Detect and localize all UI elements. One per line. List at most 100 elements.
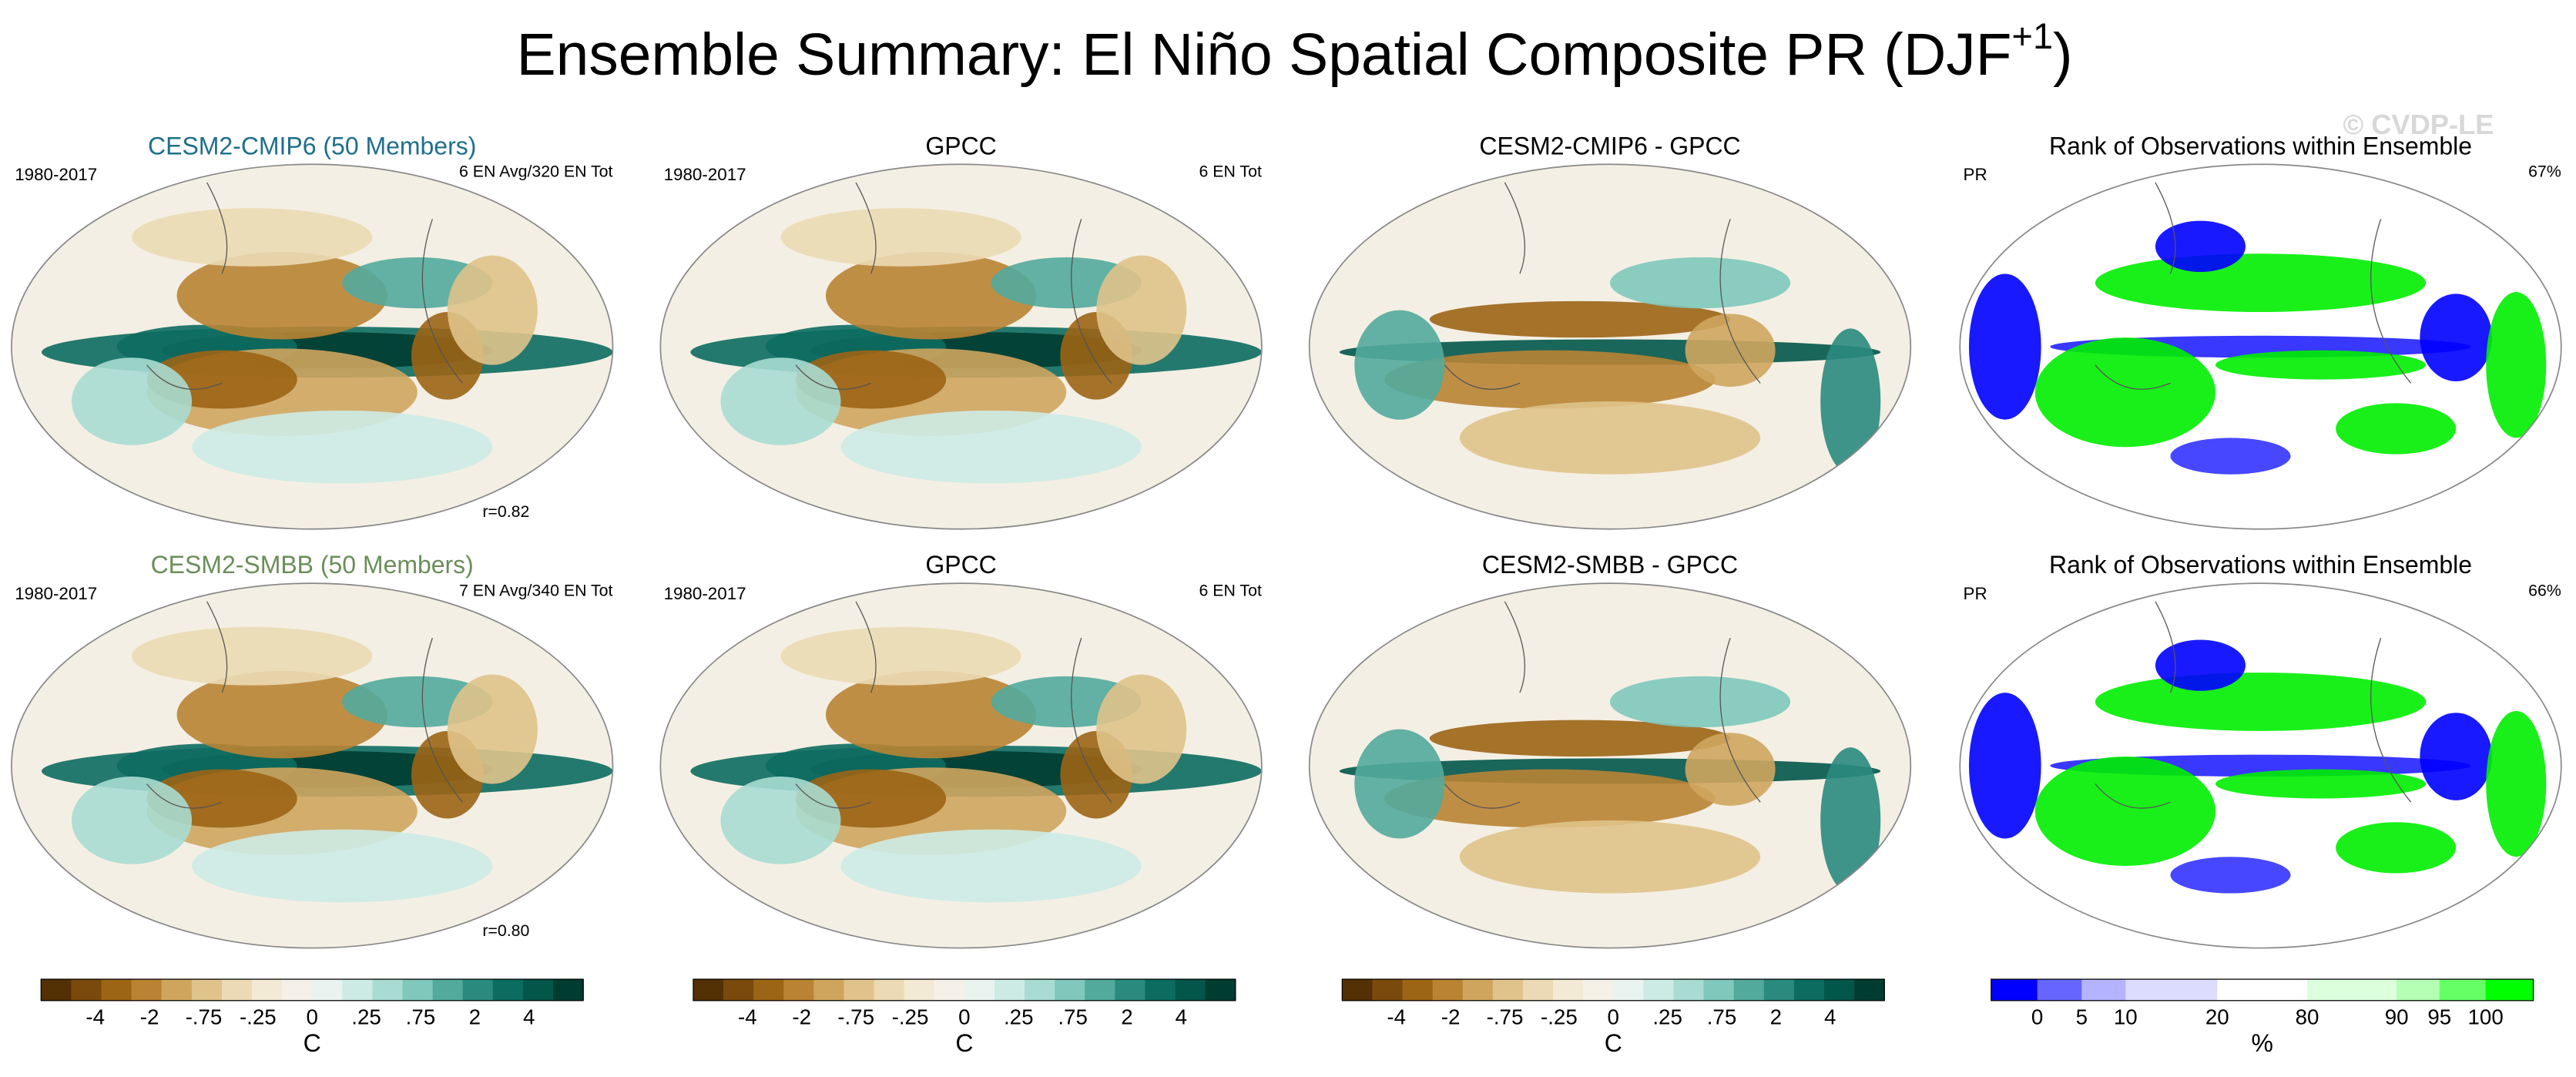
- map-pattern: [1354, 729, 1445, 839]
- watermark: © CVDP-LE: [2343, 109, 2494, 140]
- panel-left-label: PR: [1964, 165, 1987, 184]
- colorbar-label: 2: [1770, 1005, 1782, 1029]
- colorbar-box: [2307, 979, 2397, 1001]
- colorbar-box: [2037, 979, 2082, 1001]
- colorbar-frame: [1341, 978, 1885, 1002]
- colorbar-label: .75: [1058, 1005, 1088, 1029]
- panel-bottom-label: r=0.80: [482, 921, 529, 940]
- colorbar-box: [1522, 979, 1554, 1001]
- map-pattern: [176, 670, 387, 759]
- map: [11, 164, 613, 529]
- colorbar-box: [552, 979, 584, 1001]
- map-pattern: [1610, 676, 1791, 728]
- colorbar-label: 90: [2385, 1005, 2409, 1029]
- map-border: [1959, 163, 2562, 530]
- colorbar-box: [161, 979, 193, 1001]
- panel-title: GPCC: [925, 551, 996, 579]
- colorbar-box: [2125, 979, 2218, 1001]
- colorbar-box: [1823, 979, 1855, 1001]
- colorbar-box: [1793, 979, 1825, 1001]
- colorbar-label: -2: [792, 1005, 811, 1029]
- map-pattern: [71, 357, 193, 445]
- colorbar-box: [2081, 979, 2126, 1001]
- map-pattern: [132, 626, 373, 686]
- map-pattern: [192, 410, 493, 484]
- panel-right-label: 66%: [2528, 581, 2561, 599]
- map: [1309, 583, 1911, 948]
- colorbar-box: [312, 979, 343, 1001]
- colorbar-unit: C: [955, 1029, 973, 1057]
- panel-title: Rank of Observations within Ensemble: [2049, 132, 2472, 159]
- map-pattern: [825, 670, 1037, 759]
- colorbar-box: [1583, 979, 1614, 1001]
- colorbar-box: [252, 979, 283, 1001]
- colorbar-label: 0: [2031, 1005, 2043, 1029]
- colorbar-label: .25: [1004, 1005, 1034, 1029]
- panel-title: CESM2-SMBB - GPCC: [1482, 551, 1738, 579]
- panel-left-label: 1980-2017: [15, 584, 97, 603]
- colorbar-box: [462, 979, 494, 1001]
- map: [1309, 164, 1911, 529]
- map-pattern: [1096, 674, 1187, 784]
- coastline: [1444, 601, 1761, 809]
- colorbar-label: 4: [1824, 1005, 1836, 1029]
- colorbar-box: [783, 979, 815, 1001]
- map-pattern: [2486, 710, 2547, 857]
- colorbar-frame: [40, 978, 584, 1002]
- map-pattern: [1968, 273, 2041, 420]
- coastline: [2095, 182, 2412, 390]
- colorbar-label: -2: [140, 1005, 159, 1029]
- colorbar-box: [1145, 979, 1176, 1001]
- panel-bottom-label: r=0.82: [482, 502, 529, 521]
- colorbar-box: [402, 979, 434, 1001]
- colorbar-box: [71, 979, 102, 1001]
- map-pattern: [176, 251, 387, 340]
- colorbar-box: [1115, 979, 1146, 1001]
- map-pattern: [1610, 257, 1791, 309]
- map-border: [1308, 163, 1912, 530]
- map: [1960, 583, 2561, 948]
- colorbar-label: .75: [1707, 1005, 1737, 1029]
- map-pattern: [1820, 747, 1881, 894]
- map-pattern: [720, 777, 841, 864]
- colorbar-box: [1372, 979, 1404, 1001]
- map-pattern: [780, 208, 1021, 267]
- panel-right-label: 6 EN Tot: [1199, 581, 1262, 599]
- figure-title: Ensemble Summary: El Niño Spatial Compos…: [516, 17, 2072, 88]
- map-pattern: [2034, 757, 2215, 867]
- colorbar-box: [41, 979, 72, 1001]
- map-pattern: [1384, 769, 1716, 828]
- colorbar-box: [2439, 979, 2487, 1001]
- coastline: [146, 601, 463, 809]
- colorbar-box: [904, 979, 935, 1001]
- colorbar-box: [1402, 979, 1434, 1001]
- colorbar-label: -.75: [837, 1005, 874, 1029]
- colorbar-box: [191, 979, 223, 1001]
- panel-right-label: 67%: [2528, 163, 2561, 181]
- map-pattern: [1685, 314, 1776, 388]
- map: [660, 164, 1262, 529]
- map-pattern: [840, 410, 1142, 484]
- panel-left-label: 1980-2017: [664, 584, 746, 603]
- colorbar-box: [1205, 979, 1236, 1001]
- colorbar-box: [844, 979, 875, 1001]
- panel-left-label: PR: [1964, 584, 1987, 603]
- map-pattern: [1096, 255, 1187, 365]
- colorbar-label: 0: [1608, 1005, 1619, 1029]
- panel-title: CESM2-SMBB (50 Members): [151, 551, 474, 579]
- colorbar-box: [1991, 979, 2038, 1001]
- colorbar-box: [131, 979, 163, 1001]
- colorbar-label: -4: [1387, 1005, 1406, 1029]
- colorbar-label: 0: [958, 1005, 970, 1029]
- colorbar-box: [1613, 979, 1645, 1001]
- coastline: [2095, 601, 2412, 809]
- colorbar-box: [813, 979, 845, 1001]
- map-pattern: [780, 626, 1021, 686]
- title-end: ): [2053, 22, 2073, 88]
- colorbar-label: .25: [351, 1005, 381, 1029]
- map-pattern: [2155, 639, 2246, 691]
- panel-title: GPCC: [925, 132, 996, 159]
- coastline: [795, 182, 1112, 390]
